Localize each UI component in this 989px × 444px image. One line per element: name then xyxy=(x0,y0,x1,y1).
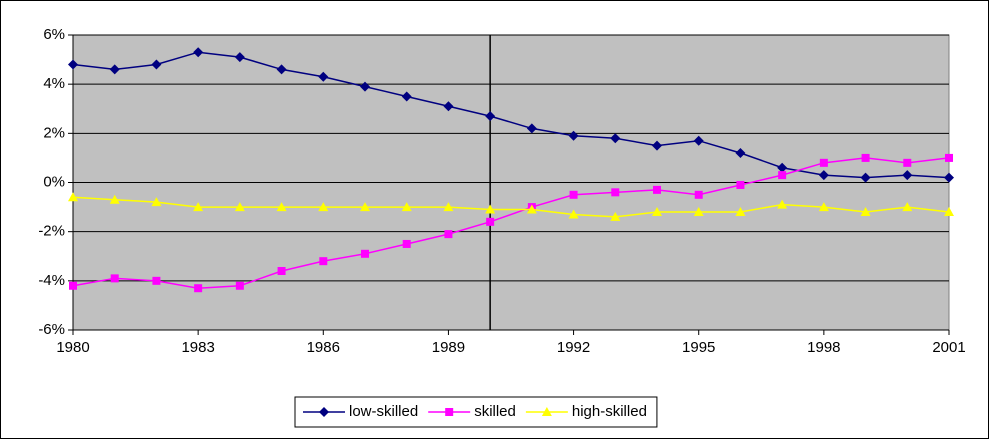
marker xyxy=(277,267,286,275)
marker xyxy=(319,257,328,266)
marker xyxy=(568,130,579,141)
marker xyxy=(693,135,704,146)
marker xyxy=(402,239,411,248)
marker xyxy=(860,207,871,216)
marker xyxy=(361,249,369,258)
marker xyxy=(485,111,496,122)
x-tick-label: 1986 xyxy=(307,339,340,356)
marker xyxy=(777,199,788,209)
marker xyxy=(568,209,579,219)
x-tick-label: 1983 xyxy=(181,339,214,356)
marker xyxy=(652,140,662,151)
marker xyxy=(319,407,329,417)
marker xyxy=(818,170,829,181)
legend-label: low-skilled xyxy=(349,403,418,420)
marker xyxy=(902,202,913,212)
marker xyxy=(735,148,746,158)
y-tick-label: 2% xyxy=(43,124,65,141)
marker xyxy=(735,207,746,216)
marker xyxy=(818,202,829,212)
marker xyxy=(109,194,120,204)
y-tick-label: -6% xyxy=(38,321,65,338)
y-tick-label: 0% xyxy=(43,173,65,190)
marker xyxy=(652,207,662,216)
marker xyxy=(194,284,203,293)
x-tick-label: 2001 xyxy=(932,339,965,356)
marker xyxy=(569,190,578,199)
x-tick-label: 1989 xyxy=(432,339,465,356)
series-line xyxy=(72,157,950,289)
x-tick-label: 1992 xyxy=(557,339,590,356)
marker xyxy=(401,202,412,212)
marker xyxy=(944,207,954,216)
marker xyxy=(486,217,495,226)
marker xyxy=(401,91,412,102)
marker xyxy=(945,153,953,162)
marker xyxy=(235,281,244,290)
marker xyxy=(611,188,620,197)
legend-box xyxy=(294,396,658,428)
marker xyxy=(485,204,496,214)
marker xyxy=(151,59,162,70)
y-tick-label: 4% xyxy=(43,75,65,92)
marker xyxy=(541,407,552,416)
marker xyxy=(777,162,788,173)
series-line xyxy=(72,51,950,179)
y-tick-label: 6% xyxy=(43,26,65,43)
marker xyxy=(276,64,287,75)
marker xyxy=(68,192,78,202)
marker xyxy=(526,123,537,134)
marker xyxy=(445,408,454,416)
marker xyxy=(736,180,745,189)
marker xyxy=(110,274,119,283)
marker xyxy=(444,230,453,239)
legend: low-skilled skilled high-skilled xyxy=(294,396,658,428)
marker xyxy=(778,171,787,180)
marker xyxy=(109,64,120,75)
marker xyxy=(653,185,661,194)
marker xyxy=(318,71,329,82)
y-tick-label: -2% xyxy=(38,223,65,240)
marker xyxy=(151,197,162,207)
x-tick-label: 1995 xyxy=(682,339,715,356)
marker xyxy=(276,202,287,212)
marker xyxy=(944,172,954,183)
marker xyxy=(318,202,329,212)
marker xyxy=(443,101,454,112)
marker xyxy=(693,207,704,216)
marker xyxy=(68,59,78,70)
marker xyxy=(234,52,245,63)
marker xyxy=(360,202,370,212)
x-tick-label: 1980 xyxy=(56,339,89,356)
marker xyxy=(903,158,912,167)
marker xyxy=(610,211,621,221)
marker xyxy=(861,153,870,162)
x-tick-label: 1998 xyxy=(807,339,840,356)
marker xyxy=(152,276,161,285)
marker xyxy=(193,202,204,212)
marker xyxy=(610,133,621,144)
series-line xyxy=(72,196,950,218)
marker xyxy=(902,170,913,181)
legend-label: high-skilled xyxy=(572,403,647,420)
marker xyxy=(860,172,871,183)
marker xyxy=(526,204,537,214)
marker xyxy=(360,81,370,92)
marker xyxy=(234,202,245,212)
marker xyxy=(69,281,77,290)
y-tick-label: -4% xyxy=(38,272,65,289)
marker xyxy=(819,158,828,167)
marker xyxy=(443,202,454,212)
marker xyxy=(193,47,204,58)
marker xyxy=(694,190,703,199)
legend-label: skilled xyxy=(474,403,516,420)
